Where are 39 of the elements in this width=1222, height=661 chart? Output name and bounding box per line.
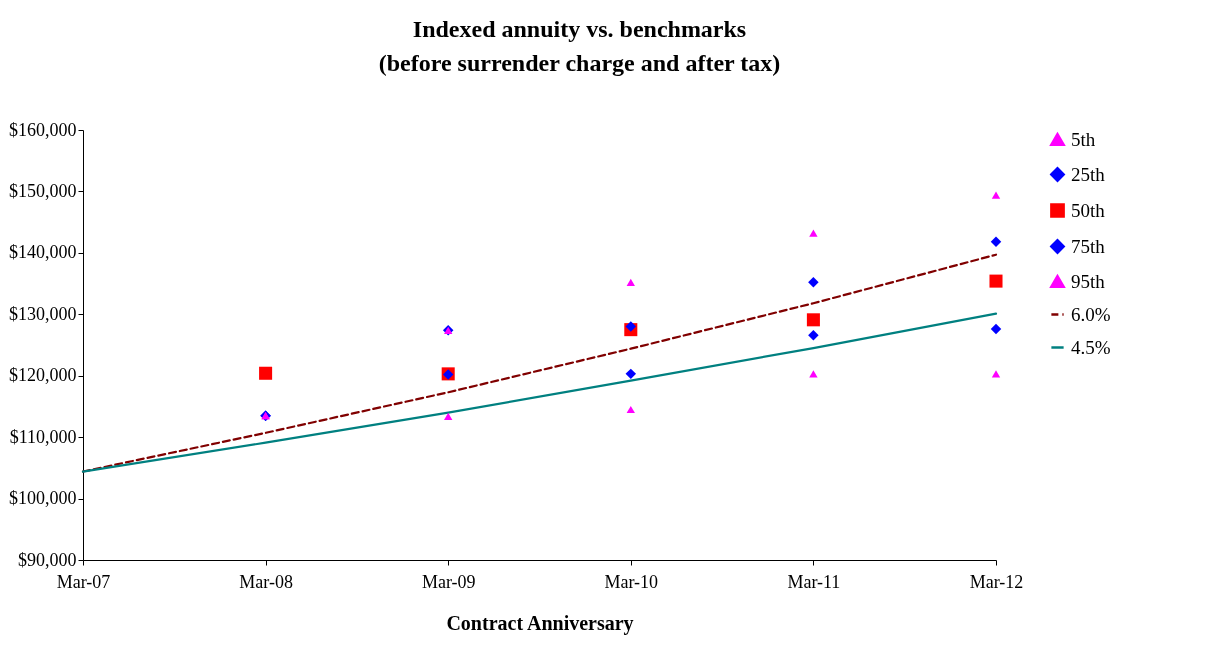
y-tick-label: $160,000 (9, 119, 77, 140)
y-tick-label: $110,000 (9, 426, 77, 447)
legend-label: 6.0% (1071, 303, 1111, 325)
point (444, 412, 453, 420)
y-tick-label: $120,000 (9, 365, 77, 386)
x-tick-label: Mar-11 (787, 571, 841, 592)
legend-label: 75th (1071, 235, 1106, 257)
chart-title: Indexed annuity vs. benchmarks (412, 16, 747, 42)
point (626, 405, 635, 414)
x-axis-title: Contract Anniversary (446, 611, 634, 635)
x-tick-label: Mar-08 (239, 571, 293, 592)
point (989, 274, 1003, 288)
point (808, 329, 819, 341)
x-tick-label: Mar-12 (969, 571, 1024, 592)
y-tick-label: $90,000 (18, 549, 77, 570)
point (808, 277, 819, 288)
x-tick-label: Mar-09 (421, 571, 476, 592)
point (806, 313, 820, 327)
y-tick-label: $150,000 (9, 180, 77, 201)
chart-subtitle: (before surrender charge and after tax) (378, 50, 781, 76)
legend-label: 25th (1071, 163, 1106, 185)
point (990, 236, 1002, 248)
legend-label: 5th (1071, 128, 1096, 150)
point (625, 321, 637, 332)
point (626, 278, 635, 286)
y-tick-label: $140,000 (9, 242, 77, 263)
point (990, 323, 1002, 335)
x-tick-label: Mar-07 (56, 571, 111, 592)
legend-label: 95th (1071, 270, 1106, 292)
point (625, 368, 637, 380)
x-tick-label: Mar-10 (604, 571, 659, 592)
point (991, 191, 1001, 199)
legend-label: 4.5% (1071, 336, 1111, 358)
point (259, 366, 273, 380)
y-tick-label: $130,000 (9, 303, 77, 324)
y-tick-label: $100,000 (9, 488, 77, 509)
point (809, 229, 818, 237)
line-series (81, 312, 998, 473)
legend-label: 50th (1071, 199, 1106, 221)
